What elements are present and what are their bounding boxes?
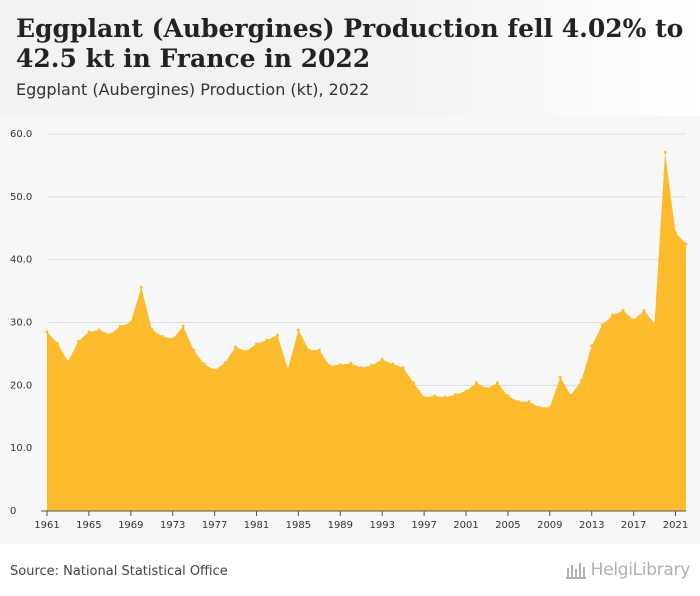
data-point xyxy=(464,389,468,393)
x-tick-label: 1977 xyxy=(202,520,227,531)
data-point xyxy=(422,395,426,399)
brand-logo: HelgiLibrary xyxy=(565,560,690,580)
data-point xyxy=(139,285,143,289)
x-tick-label: 2005 xyxy=(495,520,520,531)
x-tick-label: 1989 xyxy=(328,520,353,531)
data-point xyxy=(391,362,395,366)
data-point xyxy=(181,324,185,328)
data-point xyxy=(663,150,667,154)
data-point xyxy=(558,375,562,379)
data-point xyxy=(401,366,405,370)
data-point xyxy=(506,394,510,398)
header-banner: Eggplant (Aubergines) Production fell 4.… xyxy=(0,0,700,116)
x-tick-label: 1961 xyxy=(34,520,59,531)
data-point xyxy=(244,349,248,353)
x-tick-label: 1993 xyxy=(369,520,394,531)
library-icon xyxy=(565,563,586,579)
data-point xyxy=(590,344,594,348)
data-point xyxy=(275,333,279,337)
data-point xyxy=(684,242,688,246)
y-tick-label: 20.0 xyxy=(10,380,32,391)
data-point xyxy=(171,337,175,341)
data-point xyxy=(474,381,478,385)
data-point xyxy=(569,393,573,397)
source-note: Source: National Statistical Office xyxy=(10,564,228,579)
x-tick-label: 2009 xyxy=(537,520,562,531)
x-tick-label: 1969 xyxy=(118,520,143,531)
data-point xyxy=(338,363,342,367)
data-point xyxy=(213,368,217,372)
data-point xyxy=(495,381,499,385)
x-tick-label: 1981 xyxy=(244,520,269,531)
data-point xyxy=(370,363,374,367)
data-point xyxy=(674,231,678,235)
data-point xyxy=(537,405,541,409)
data-point xyxy=(129,321,133,324)
data-point xyxy=(317,348,321,352)
y-tick-label: 50.0 xyxy=(10,192,32,203)
x-tick-label: 2001 xyxy=(453,520,478,531)
chart-area: 0 10.0 20.0 30.0 40.0 50.0 60.0 1961 1965 1969 197… xyxy=(10,129,688,531)
data-point xyxy=(286,367,290,371)
data-point xyxy=(579,379,583,383)
x-tick-label: 2013 xyxy=(579,520,604,531)
x-tick-label: 2017 xyxy=(621,520,646,531)
data-point xyxy=(160,334,164,338)
data-point xyxy=(516,400,520,404)
data-point xyxy=(642,309,646,313)
data-point xyxy=(485,386,489,390)
data-point xyxy=(45,330,49,334)
x-tick-label: 1997 xyxy=(411,520,436,531)
series-area xyxy=(47,152,686,511)
data-point xyxy=(380,358,384,362)
data-point xyxy=(265,338,269,342)
data-point xyxy=(55,341,59,345)
x-tick-label: 1965 xyxy=(76,520,101,531)
x-tick-label: 1973 xyxy=(160,520,185,531)
chart-subtitle: Eggplant (Aubergines) Production (kt), 2… xyxy=(16,80,370,99)
data-point xyxy=(443,395,447,399)
data-point xyxy=(600,323,604,327)
data-point xyxy=(653,322,657,326)
data-point xyxy=(621,309,625,313)
data-point xyxy=(202,362,206,366)
data-point xyxy=(359,366,363,370)
data-point xyxy=(527,400,531,404)
page-title: Eggplant (Aubergines) Production fell 4.… xyxy=(16,14,684,73)
x-tick-label: 2021 xyxy=(663,520,688,531)
data-point xyxy=(234,345,238,349)
data-point xyxy=(611,313,615,317)
data-point xyxy=(307,348,311,352)
x-tick-label: 1985 xyxy=(286,520,311,531)
data-point xyxy=(632,318,636,322)
data-point xyxy=(66,359,70,363)
data-point xyxy=(192,348,196,352)
y-tick-label: 60.0 xyxy=(10,129,32,140)
data-point xyxy=(412,381,416,385)
data-point xyxy=(328,364,332,368)
brand-name: HelgiLibrary xyxy=(590,560,691,580)
y-tick-label: 30.0 xyxy=(10,318,32,329)
data-point xyxy=(97,328,101,332)
data-point xyxy=(548,405,552,409)
data-point xyxy=(118,324,122,328)
data-point xyxy=(433,394,437,398)
y-tick-label: 40.0 xyxy=(10,255,32,266)
y-tick-label: 0 xyxy=(10,506,16,517)
y-tick-label: 10.0 xyxy=(10,443,32,454)
data-point xyxy=(296,328,300,332)
data-point xyxy=(87,330,91,334)
data-point xyxy=(454,393,458,397)
data-point xyxy=(255,342,259,346)
data-point xyxy=(349,361,353,365)
data-point xyxy=(108,332,112,336)
data-point xyxy=(76,339,80,343)
data-point xyxy=(223,361,227,365)
data-point xyxy=(150,327,154,331)
